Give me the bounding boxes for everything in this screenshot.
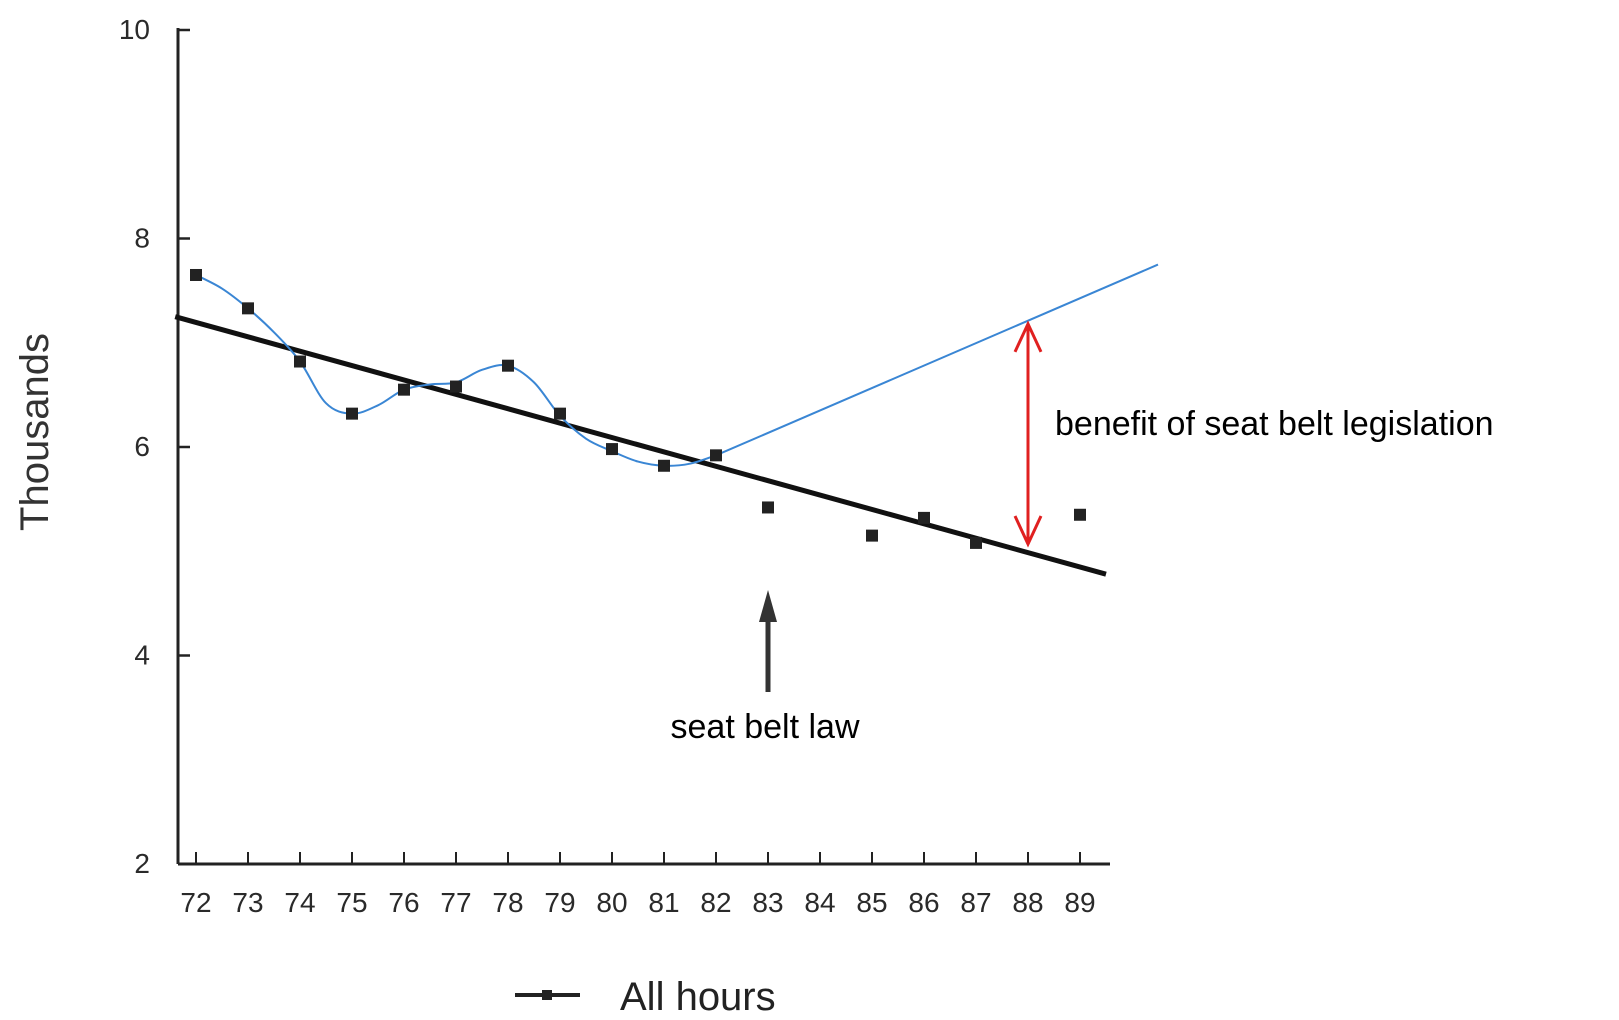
x-tick-label: 75 <box>336 887 367 918</box>
x-tick-label: 72 <box>180 887 211 918</box>
data-point <box>450 380 462 393</box>
data-point <box>1074 508 1086 521</box>
counterfactual-line <box>715 263 1159 457</box>
data-point <box>346 407 358 420</box>
legend-label: All hours <box>620 975 776 1015</box>
x-tick-label: 84 <box>804 887 835 918</box>
x-tick-label: 88 <box>1012 887 1043 918</box>
x-tick-label: 76 <box>388 887 419 918</box>
x-tick-label: 74 <box>284 887 315 918</box>
benefit-annotation: benefit of seat belt legislation <box>1055 405 1494 443</box>
data-point <box>970 536 982 549</box>
benefit-arrow-head-bottom <box>1013 515 1043 548</box>
x-tick-label: 81 <box>648 887 679 918</box>
benefit-arrow-head-top <box>1013 320 1043 353</box>
x-tick-label: 73 <box>232 887 263 918</box>
y-tick-label: 2 <box>134 848 150 879</box>
lines-layer <box>174 263 1159 577</box>
data-point <box>658 459 670 472</box>
x-tick-label: 83 <box>752 887 783 918</box>
data-point <box>502 359 514 372</box>
data-point <box>190 268 202 281</box>
axes-layer: 2 4 6 8 10 72 73 74 75 76 77 78 79 80 81 82 83 84 85 86 87 88… <box>119 14 1110 918</box>
y-tick-label: 10 <box>119 14 150 45</box>
x-tick-label: 80 <box>596 887 627 918</box>
y-tick-label: 6 <box>134 431 150 462</box>
seat-belt-law-annotation: seat belt law <box>671 708 860 746</box>
x-tick-label: 82 <box>700 887 731 918</box>
y-tick-label: 8 <box>134 223 150 254</box>
x-tick-label: 78 <box>492 887 523 918</box>
x-tick-label: 77 <box>440 887 471 918</box>
data-point <box>294 355 306 368</box>
y-axis-label: Thousands <box>13 333 57 531</box>
smooth-curve <box>195 274 717 467</box>
data-point <box>554 407 566 420</box>
data-point <box>762 501 774 514</box>
y-tick-label: 4 <box>134 640 150 671</box>
law-arrow-head <box>759 590 777 622</box>
data-point <box>398 383 410 396</box>
x-tick-label: 85 <box>856 887 887 918</box>
data-point <box>710 449 722 462</box>
data-point <box>866 529 878 542</box>
legend: All hours <box>515 975 776 1019</box>
annotations-layer: Thousands benefit of seat belt legislati… <box>13 320 1494 746</box>
x-tick-label: 89 <box>1064 887 1095 918</box>
trend-line <box>174 314 1107 577</box>
legend-marker <box>542 990 552 1000</box>
data-point <box>606 443 618 456</box>
x-tick-label: 86 <box>908 887 939 918</box>
data-point <box>918 511 930 524</box>
x-tick-label: 87 <box>960 887 991 918</box>
data-point <box>242 302 254 315</box>
x-tick-label: 79 <box>544 887 575 918</box>
points-layer <box>190 268 1086 549</box>
